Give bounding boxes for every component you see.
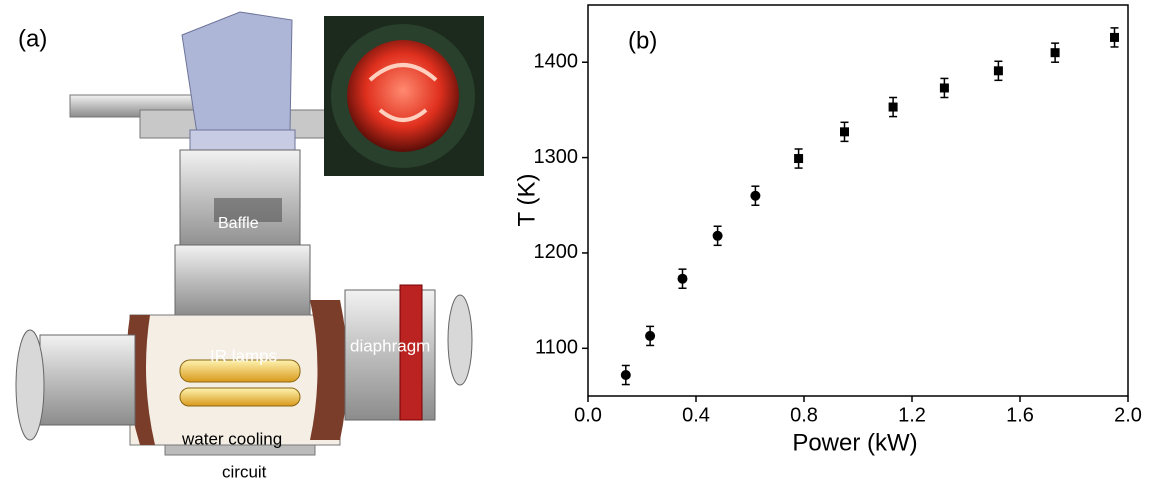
y-tick-label: 1300 (534, 146, 579, 168)
apparatus-drawing (15, 11, 473, 456)
x-tick-label: 2.0 (1114, 404, 1142, 426)
x-tick-label: 1.6 (1006, 404, 1034, 426)
annotation: diaphragm (350, 336, 430, 355)
point (993, 66, 1003, 76)
point (888, 102, 898, 112)
annotation: Baffle (218, 215, 259, 232)
panel-label: (a) (18, 25, 47, 52)
point (1110, 32, 1119, 42)
inset-photo (324, 16, 484, 176)
x-tick-label: 0.0 (574, 404, 602, 426)
point (1050, 48, 1060, 58)
annotation: water cooling (181, 429, 282, 448)
point (939, 83, 949, 93)
x-axis-label: Power (kW) (792, 429, 917, 456)
y-axis-label: T (K) (513, 174, 540, 227)
annotation: IR lamps (210, 346, 277, 365)
annotation: circuit (222, 462, 267, 481)
y-tick-label: 1400 (534, 51, 579, 73)
point (750, 190, 761, 201)
y-tick-label: 1100 (535, 337, 578, 359)
y-tick-label: 1200 (534, 241, 579, 263)
point (645, 330, 656, 341)
point (840, 127, 849, 137)
point (794, 154, 804, 164)
x-tick-label: 0.4 (682, 404, 710, 426)
x-tick-label: 0.8 (790, 404, 818, 426)
point (677, 273, 688, 284)
panel-label: (b) (628, 27, 657, 54)
plot-frame (587, 4, 1129, 397)
point (620, 370, 631, 381)
point (712, 230, 723, 241)
x-tick-label: 1.2 (898, 404, 926, 426)
